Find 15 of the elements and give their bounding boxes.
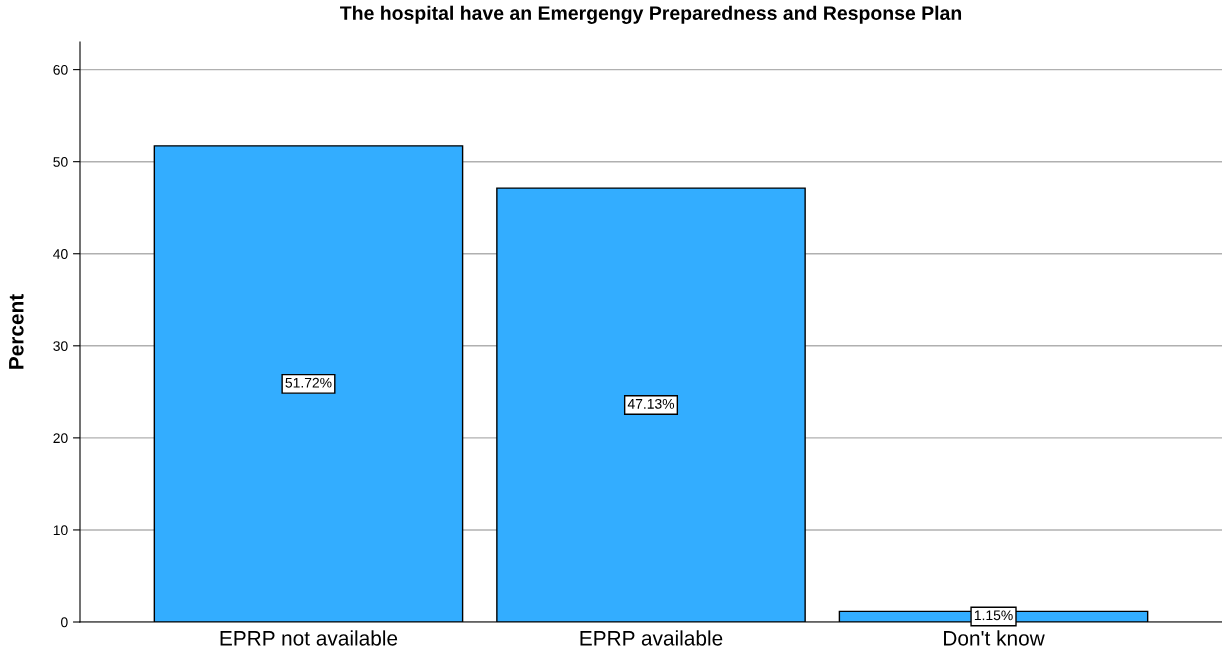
y-axis-title: Percent — [9, 294, 24, 369]
y-tick-label: 50 — [53, 157, 68, 167]
y-tick-label: 20 — [53, 433, 68, 444]
y-tick-label: 30 — [53, 341, 68, 351]
data-label: 51.72% — [285, 377, 332, 388]
x-tick-label: Don't know — [944, 630, 1045, 646]
y-tick-label: 40 — [53, 249, 68, 259]
x-tick-label: EPRP not available — [220, 630, 398, 646]
data-label: 1.15% — [974, 610, 1013, 621]
y-tick-label: 0 — [61, 617, 68, 628]
x-tick-label: EPRP available — [580, 630, 723, 646]
y-tick-label: 10 — [53, 525, 68, 536]
y-tick-label: 60 — [53, 64, 68, 75]
data-label: 47.13% — [627, 398, 675, 409]
chart-title: The hospital have an Emergengy Preparedness and Response Plan — [340, 5, 962, 24]
